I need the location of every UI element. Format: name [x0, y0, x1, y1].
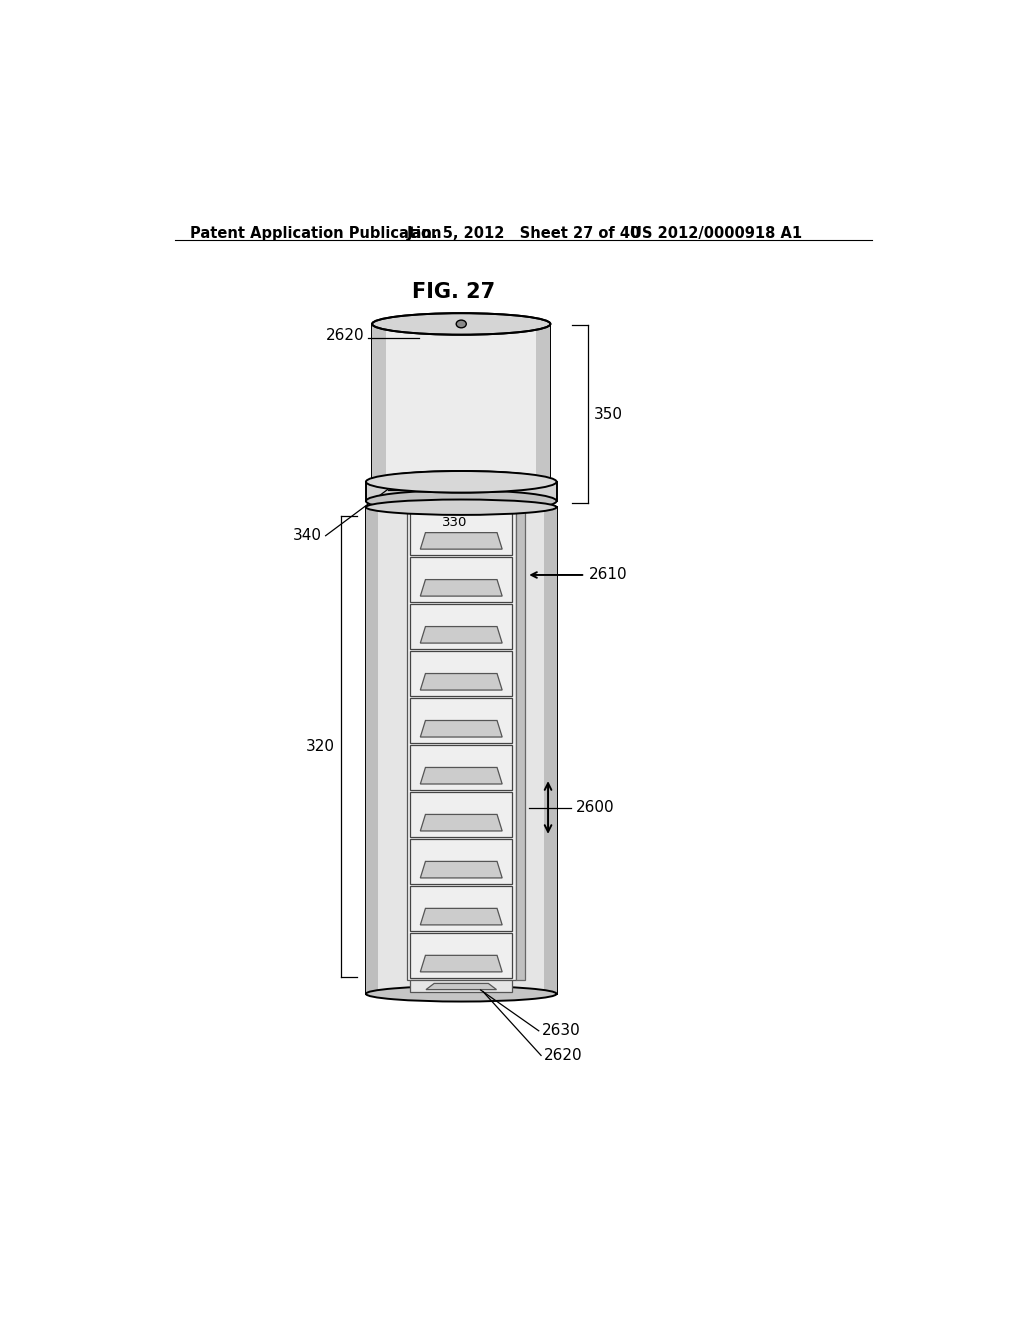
Bar — [410, 840, 512, 884]
Bar — [366, 507, 557, 994]
Polygon shape — [420, 814, 502, 832]
Bar — [544, 507, 557, 994]
Polygon shape — [420, 579, 502, 597]
Bar — [410, 979, 512, 993]
Bar — [515, 511, 524, 979]
Text: 2620: 2620 — [544, 1048, 583, 1063]
Bar — [407, 511, 515, 979]
Text: 350: 350 — [594, 407, 623, 422]
Polygon shape — [420, 673, 502, 690]
Ellipse shape — [366, 471, 557, 492]
Bar — [537, 323, 550, 482]
Bar — [410, 744, 512, 789]
Bar — [366, 507, 378, 994]
Bar — [410, 557, 512, 602]
Text: Jan. 5, 2012   Sheet 27 of 40: Jan. 5, 2012 Sheet 27 of 40 — [407, 226, 641, 242]
Bar — [372, 323, 386, 482]
Bar — [410, 511, 512, 554]
Bar — [372, 323, 550, 482]
Bar — [366, 482, 557, 502]
Ellipse shape — [366, 986, 557, 1002]
Polygon shape — [420, 533, 502, 549]
Bar — [410, 886, 512, 931]
Polygon shape — [420, 627, 502, 643]
Bar — [410, 651, 512, 696]
Polygon shape — [420, 767, 502, 784]
Bar — [410, 792, 512, 837]
Ellipse shape — [372, 313, 550, 335]
Text: 2600: 2600 — [575, 800, 614, 814]
Text: 2620: 2620 — [326, 327, 365, 343]
Polygon shape — [426, 983, 497, 990]
Ellipse shape — [457, 321, 466, 327]
Polygon shape — [420, 956, 502, 972]
Bar — [410, 605, 512, 649]
Polygon shape — [420, 721, 502, 737]
Ellipse shape — [372, 471, 550, 492]
Text: 2630: 2630 — [542, 1023, 581, 1039]
Text: 320: 320 — [306, 739, 335, 754]
Bar — [410, 933, 512, 978]
Polygon shape — [420, 908, 502, 925]
Bar — [410, 698, 512, 743]
Text: 2610: 2610 — [589, 568, 628, 582]
Ellipse shape — [366, 490, 557, 512]
Text: 340: 340 — [293, 528, 322, 544]
Text: 330: 330 — [442, 516, 468, 529]
Polygon shape — [420, 862, 502, 878]
Text: FIG. 27: FIG. 27 — [412, 281, 495, 301]
Ellipse shape — [366, 499, 557, 515]
Text: US 2012/0000918 A1: US 2012/0000918 A1 — [630, 226, 803, 242]
Text: Patent Application Publication: Patent Application Publication — [190, 226, 441, 242]
